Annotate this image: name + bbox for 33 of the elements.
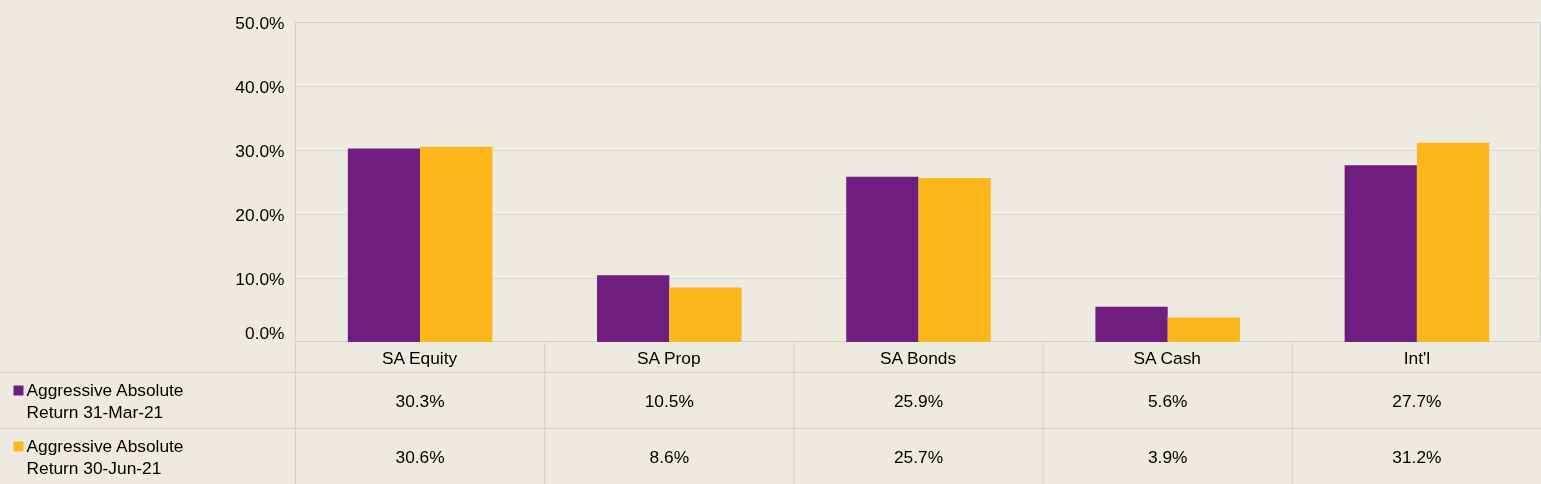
data-label: 25.9%: [893, 390, 944, 411]
data-label: 25.7%: [893, 446, 944, 467]
bar: [1416, 142, 1490, 342]
bar: [1344, 165, 1417, 342]
y-tick-label: 40.0%: [235, 76, 285, 97]
bar: [846, 176, 919, 342]
x-tick-label: SA Prop: [637, 347, 701, 368]
bar: [347, 148, 421, 342]
y-tick-label: 0.0%: [245, 322, 285, 343]
data-label: 5.6%: [1147, 390, 1188, 411]
legend-label: Aggressive Absolute Return 30-Jun-21: [26, 435, 184, 478]
x-tick-label: SA Cash: [1133, 347, 1201, 368]
bar: [420, 146, 493, 342]
legend-label: Aggressive Absolute Return 31-Mar-21: [26, 379, 184, 422]
x-tick-label: SA Equity: [382, 347, 458, 368]
data-label: 8.6%: [649, 446, 690, 467]
data-label: 31.2%: [1392, 446, 1442, 467]
bar: [1095, 306, 1168, 342]
x-tick-label: Int'l: [1403, 347, 1431, 368]
y-tick-label: 20.0%: [235, 204, 285, 225]
bar: [918, 178, 991, 342]
x-tick-label: SA Bonds: [879, 347, 957, 368]
y-tick-label: 30.0%: [235, 140, 285, 161]
data-label: 30.3%: [395, 390, 445, 411]
data-label: 10.5%: [644, 390, 694, 411]
bar: [669, 287, 742, 342]
y-tick-label: 10.0%: [235, 268, 285, 289]
bar: [597, 275, 670, 342]
y-tick-label: 50.0%: [235, 12, 285, 33]
data-label: 30.6%: [395, 446, 445, 467]
bar: [1167, 317, 1240, 342]
data-label: 27.7%: [1392, 390, 1442, 411]
data-label: 3.9%: [1147, 446, 1188, 467]
